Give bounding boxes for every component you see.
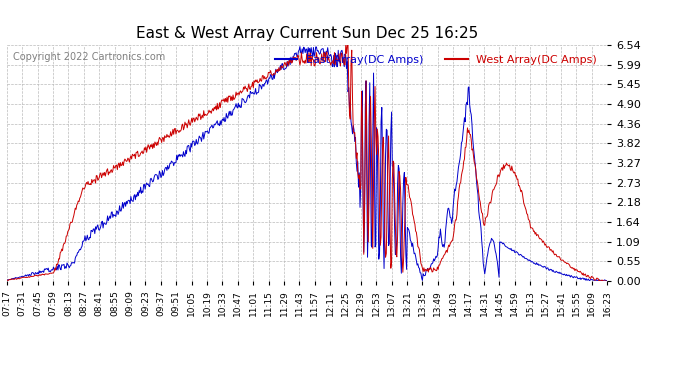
Title: East & West Array Current Sun Dec 25 16:25: East & West Array Current Sun Dec 25 16:…: [136, 26, 478, 41]
Legend: East Array(DC Amps), West Array(DC Amps): East Array(DC Amps), West Array(DC Amps): [270, 51, 602, 69]
Text: Copyright 2022 Cartronics.com: Copyright 2022 Cartronics.com: [13, 52, 165, 62]
